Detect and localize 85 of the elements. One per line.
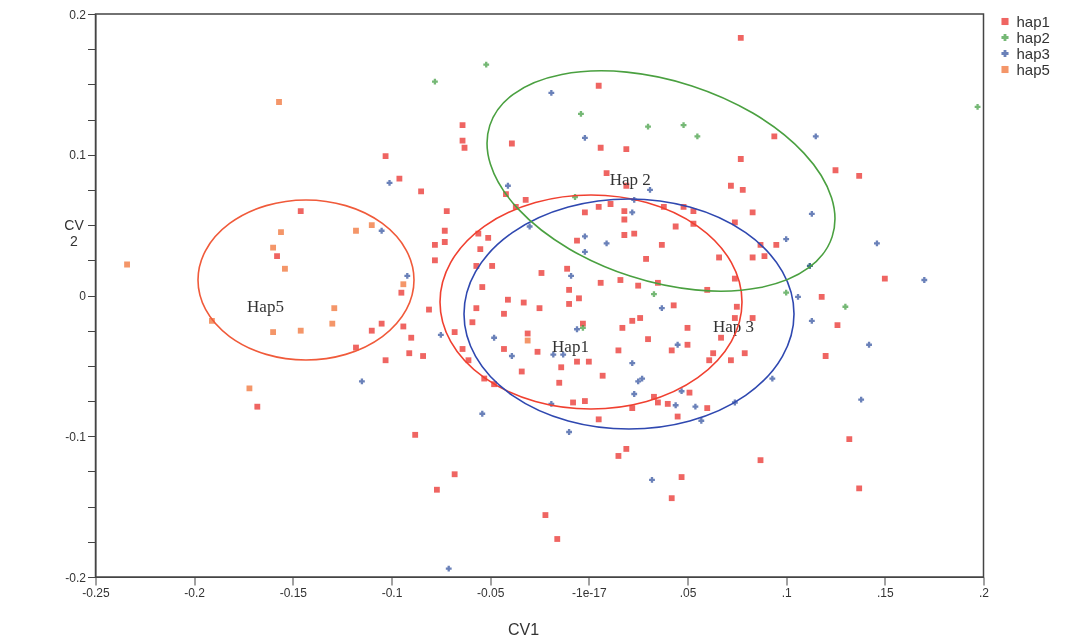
point bbox=[842, 303, 849, 310]
point bbox=[331, 305, 338, 312]
point bbox=[603, 240, 610, 247]
point bbox=[921, 277, 928, 283]
point bbox=[680, 122, 687, 129]
point bbox=[404, 272, 411, 279]
point bbox=[483, 61, 490, 68]
point bbox=[698, 417, 705, 424]
point bbox=[674, 341, 681, 348]
point bbox=[378, 227, 385, 234]
point bbox=[866, 341, 872, 348]
point bbox=[581, 233, 588, 240]
point bbox=[445, 565, 452, 572]
x-tick-label: -1e-17 bbox=[571, 585, 607, 600]
point bbox=[651, 291, 657, 298]
x-tick-label: .1 bbox=[781, 585, 792, 600]
point bbox=[692, 403, 699, 410]
point bbox=[645, 123, 651, 130]
point bbox=[386, 179, 393, 186]
point bbox=[639, 375, 646, 382]
y-tick-label: -0.2 bbox=[65, 570, 87, 585]
x-tick-label: -0.05 bbox=[476, 585, 505, 600]
point bbox=[678, 388, 685, 395]
annotation: Hap 2 bbox=[609, 170, 651, 190]
annotation: Hap5 bbox=[247, 297, 284, 316]
point bbox=[769, 375, 776, 382]
x-tick-label: .15 bbox=[876, 585, 894, 600]
point bbox=[581, 134, 588, 141]
legend-label: hap1 bbox=[1016, 12, 1050, 30]
point bbox=[270, 244, 277, 251]
point bbox=[658, 305, 665, 312]
point bbox=[491, 334, 498, 341]
point bbox=[874, 240, 880, 247]
point bbox=[795, 293, 801, 300]
point bbox=[270, 329, 277, 336]
point bbox=[479, 410, 486, 417]
point bbox=[649, 476, 655, 483]
point bbox=[329, 320, 336, 327]
y-tick-label: 0.1 bbox=[69, 148, 87, 163]
point bbox=[568, 272, 574, 279]
point bbox=[812, 133, 819, 140]
x-axis-title: CV1 bbox=[508, 620, 540, 635]
point bbox=[400, 281, 407, 288]
point bbox=[278, 229, 284, 236]
point bbox=[276, 99, 282, 105]
point bbox=[631, 391, 638, 397]
point bbox=[526, 223, 533, 230]
point bbox=[574, 326, 580, 333]
point bbox=[783, 289, 790, 296]
point bbox=[566, 429, 573, 435]
x-tick-label: -0.2 bbox=[184, 585, 206, 600]
point bbox=[282, 265, 288, 272]
point bbox=[358, 378, 365, 385]
y-tick-label: 0.2 bbox=[69, 7, 87, 22]
point bbox=[672, 402, 679, 409]
point bbox=[578, 111, 584, 117]
y-axis-title: CV 2 bbox=[64, 216, 85, 249]
point bbox=[505, 182, 511, 189]
point bbox=[629, 209, 636, 216]
point bbox=[580, 324, 586, 331]
point bbox=[437, 332, 444, 338]
x-tick-label: -0.15 bbox=[279, 585, 308, 600]
y-tick-label: 0 bbox=[79, 289, 87, 303]
x-tick-label: -0.1 bbox=[381, 585, 403, 600]
point bbox=[694, 133, 701, 140]
point bbox=[368, 222, 375, 229]
point bbox=[858, 396, 865, 403]
point bbox=[629, 360, 636, 366]
point bbox=[808, 210, 815, 217]
point bbox=[508, 353, 515, 359]
point bbox=[974, 103, 981, 110]
point bbox=[297, 327, 304, 334]
point bbox=[353, 227, 359, 234]
point bbox=[581, 248, 588, 255]
point bbox=[647, 187, 653, 193]
point bbox=[808, 317, 815, 324]
y-tick-label: -0.1 bbox=[65, 429, 87, 444]
point bbox=[635, 378, 642, 385]
point bbox=[783, 236, 790, 243]
x-tick-label: .2 bbox=[978, 585, 990, 600]
x-tick-label: -0.25 bbox=[82, 585, 110, 600]
x-tick-label: .05 bbox=[679, 585, 697, 600]
point bbox=[432, 78, 438, 85]
annotation: Hap1 bbox=[552, 337, 589, 356]
point bbox=[548, 89, 555, 96]
